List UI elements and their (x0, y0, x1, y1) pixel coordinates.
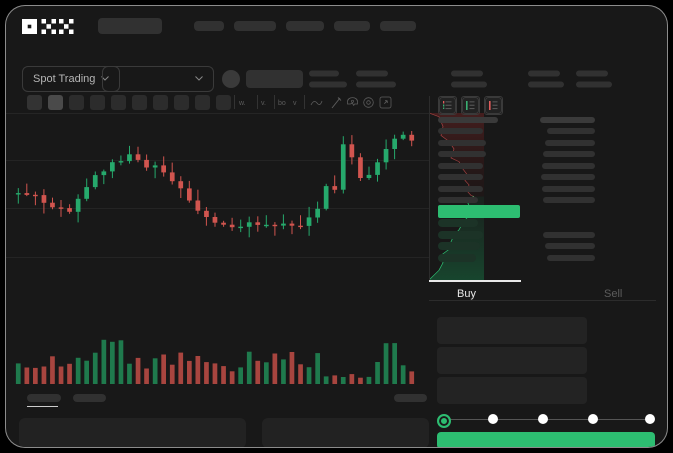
svg-text:w.: w. (239, 100, 246, 107)
svg-text:v: v (293, 100, 297, 107)
svg-text:v.: v. (261, 100, 266, 107)
svg-text:bo: bo (278, 100, 286, 107)
